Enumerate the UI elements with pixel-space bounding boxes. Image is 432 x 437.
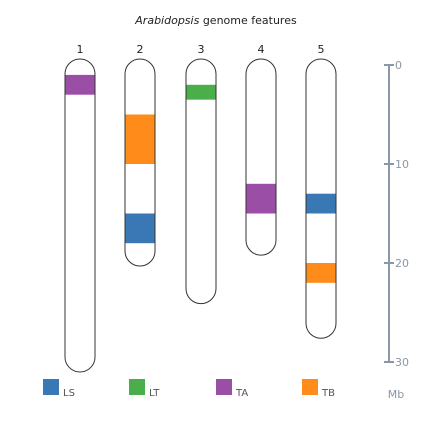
chromosome-label: 1 — [77, 43, 84, 56]
feature-lt — [186, 84, 216, 100]
legend-swatch — [216, 379, 232, 395]
chromosome-label: 3 — [198, 43, 205, 56]
feature-tb — [125, 114, 155, 164]
legend-swatch — [129, 379, 145, 395]
chromosomes: 1 2 3 4 5 — [64, 43, 337, 373]
chromosome-label: 2 — [137, 43, 144, 56]
chromosome-outline — [305, 58, 337, 339]
chromosome-body — [186, 59, 216, 304]
legend-swatch — [43, 379, 59, 395]
legend-label: TA — [235, 388, 248, 399]
chart-title-rest: genome features — [199, 14, 297, 27]
legend-label: LS — [63, 388, 75, 399]
chromosome-label: 5 — [318, 43, 325, 56]
unit-label: Mb — [388, 388, 404, 401]
axis-tick-label: 20 — [395, 257, 409, 270]
axis-tick-label: 10 — [395, 158, 409, 171]
chromosome-1: 1 — [64, 43, 96, 373]
chromosome-outline — [124, 58, 156, 267]
legend-item-tb: TB — [302, 379, 335, 399]
chromosome-outline — [64, 58, 96, 373]
feature-ls — [306, 193, 336, 214]
legend-label: TB — [321, 388, 335, 399]
chart-title: Arabidopsis genome features — [134, 14, 297, 27]
legend-label: LT — [149, 388, 160, 399]
chromosome-outline — [185, 58, 217, 305]
legend-item-ta: TA — [216, 379, 248, 399]
feature-ls — [125, 213, 155, 244]
chromosome-body — [246, 59, 276, 256]
chromosome-4: 4 — [245, 43, 277, 256]
chromosome-2: 2 — [124, 43, 156, 267]
legend-item-lt: LT — [129, 379, 160, 399]
chromosome-body — [65, 59, 95, 372]
legend-swatch — [302, 379, 318, 395]
axis-tick-label: 0 — [395, 59, 402, 72]
chromosome-label: 4 — [258, 43, 265, 56]
chromosome-3: 3 — [185, 43, 217, 305]
feature-ta — [246, 183, 276, 214]
feature-ta — [65, 74, 95, 95]
feature-tb — [306, 263, 336, 283]
scale-axis: 0 10 20 30 — [384, 59, 409, 369]
legend-item-ls: LS — [43, 379, 75, 399]
chart-title-italic: Arabidopsis — [134, 14, 199, 27]
axis-tick-label: 30 — [395, 356, 409, 369]
legend: LS LT TA TB — [43, 379, 335, 399]
chromosome-5: 5 — [305, 43, 337, 339]
chromosome-outline — [245, 58, 277, 256]
